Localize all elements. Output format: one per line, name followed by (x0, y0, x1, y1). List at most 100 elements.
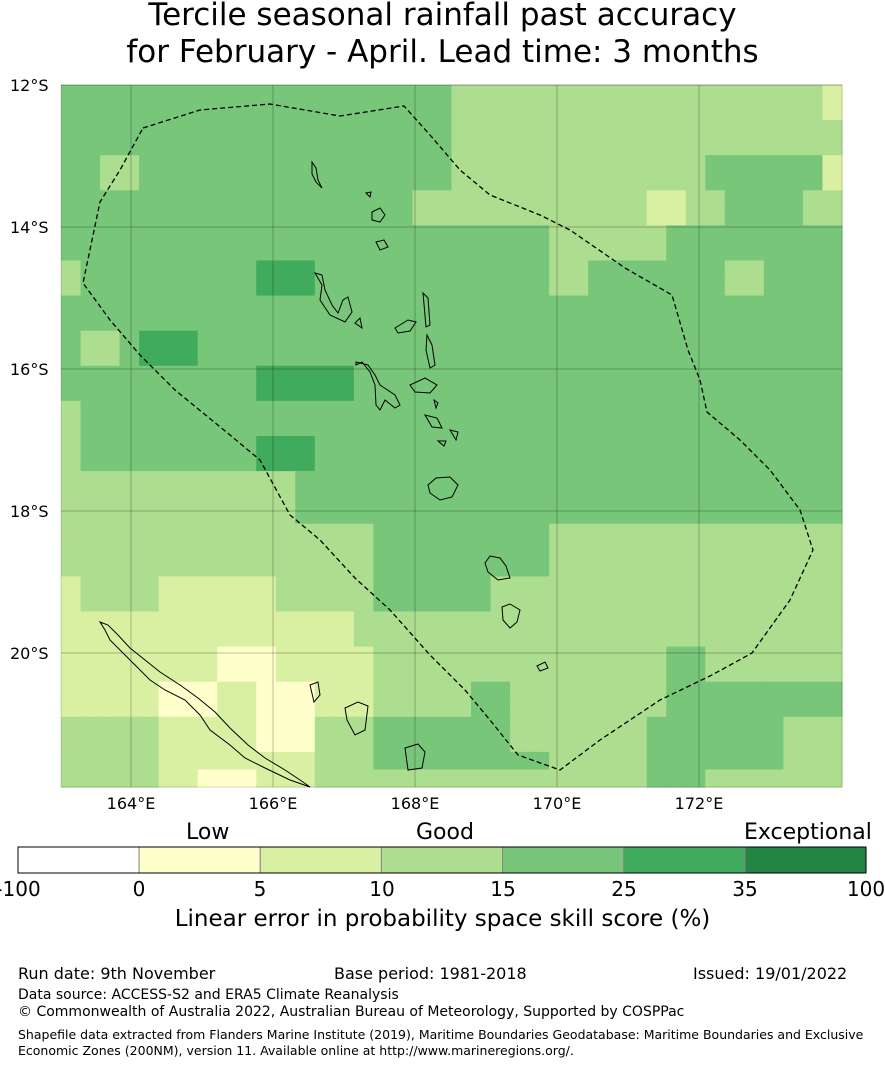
grid-cell (607, 348, 628, 367)
grid-cell (744, 751, 765, 771)
grid-cell (197, 453, 218, 472)
grid-cell (529, 207, 550, 226)
grid-cell (685, 488, 706, 507)
grid-cell (568, 646, 589, 665)
grid-cell (314, 102, 335, 121)
grid-cell (392, 383, 414, 402)
grid-cell (119, 260, 140, 279)
grid-cell (607, 541, 628, 560)
grid-cell (802, 330, 824, 349)
grid-cell (471, 383, 492, 402)
grid-cell (217, 348, 238, 367)
grid-cell (744, 769, 765, 788)
grid-cell (568, 418, 589, 437)
grid-cell (529, 330, 550, 349)
grid-cell (549, 155, 570, 174)
lat-lon-gridlines (61, 84, 842, 787)
grid-cell (158, 506, 179, 525)
grid-cell (607, 646, 628, 665)
grid-cell (783, 751, 804, 771)
grid-cell (471, 541, 492, 560)
grid-cell (412, 225, 433, 244)
grid-cell (607, 664, 628, 683)
grid-cell (783, 646, 804, 665)
grid-cell (217, 225, 238, 244)
grid-cell (724, 137, 745, 156)
island-loyalty-3 (309, 681, 321, 704)
colorbar-tick: -100 (0, 877, 41, 901)
grid-cell (236, 330, 257, 349)
grid-cell (763, 120, 785, 139)
grid-cell (588, 488, 609, 507)
grid-cell (158, 260, 179, 279)
grid-cell (119, 471, 140, 490)
grid-cell (119, 611, 140, 630)
grid-cell (724, 699, 745, 718)
grid-cell (783, 172, 804, 191)
grid-cell (412, 471, 433, 490)
grid-cell (822, 207, 843, 226)
grid-cell (802, 313, 824, 332)
grid-cell (724, 541, 745, 560)
grid-cell (607, 120, 628, 139)
grid-cell (295, 365, 316, 384)
grid-cell (178, 471, 199, 490)
grid-cell (217, 120, 238, 139)
grid-cell (197, 155, 218, 174)
grid-cell (373, 751, 394, 771)
grid-cell (100, 716, 121, 735)
grid-cell (451, 436, 472, 455)
grid-cell (412, 646, 433, 665)
grid-cell (529, 365, 550, 384)
grid-cell (549, 225, 570, 244)
grid-cell (236, 400, 257, 420)
grid-cell (588, 418, 609, 437)
grid-cell (217, 190, 238, 209)
grid-cell (431, 190, 453, 209)
grid-cell (783, 453, 804, 472)
grid-cell (744, 664, 765, 683)
grid-cell (802, 102, 824, 121)
grid-cell (744, 716, 765, 735)
grid-cell (744, 330, 765, 349)
grid-cell (373, 664, 394, 683)
grid-cell (607, 225, 628, 244)
grid-cell (490, 295, 511, 314)
grid-cell (217, 488, 238, 507)
grid-cell (197, 418, 218, 437)
grid-cell (392, 488, 414, 507)
grid-cell (724, 295, 745, 314)
grid-cell (295, 576, 316, 595)
grid-cell (724, 716, 745, 735)
grid-cell (178, 155, 199, 174)
grid-cell (158, 120, 179, 139)
grid-cell (61, 383, 82, 402)
grid-cell (178, 225, 199, 244)
grid-cell (666, 207, 687, 226)
grid-cell (139, 734, 160, 753)
grid-cell (568, 769, 589, 788)
grid-cell (275, 85, 296, 104)
grid-cell (373, 365, 394, 384)
grid-cell (80, 330, 101, 349)
grid-cell (236, 629, 257, 648)
grid-cell (627, 629, 648, 648)
grid-cell (549, 471, 570, 490)
grid-cell (529, 681, 550, 700)
grid-cell (100, 558, 121, 577)
grid-cell (392, 278, 414, 297)
grid-cell (119, 523, 140, 542)
grid-cell (217, 330, 238, 349)
grid-cell (529, 225, 550, 244)
grid-cell (61, 664, 82, 683)
grid-cell (314, 593, 335, 613)
grid-cell (256, 225, 277, 244)
grid-cell (529, 190, 550, 209)
colorbar-header-exceptional: Exceptional (744, 820, 872, 845)
grid-cell (431, 611, 453, 630)
grid-cell (568, 155, 589, 174)
grid-cell (685, 629, 706, 648)
grid-cell (236, 488, 257, 507)
grid-cell (392, 155, 414, 174)
grid-cell (744, 629, 765, 648)
